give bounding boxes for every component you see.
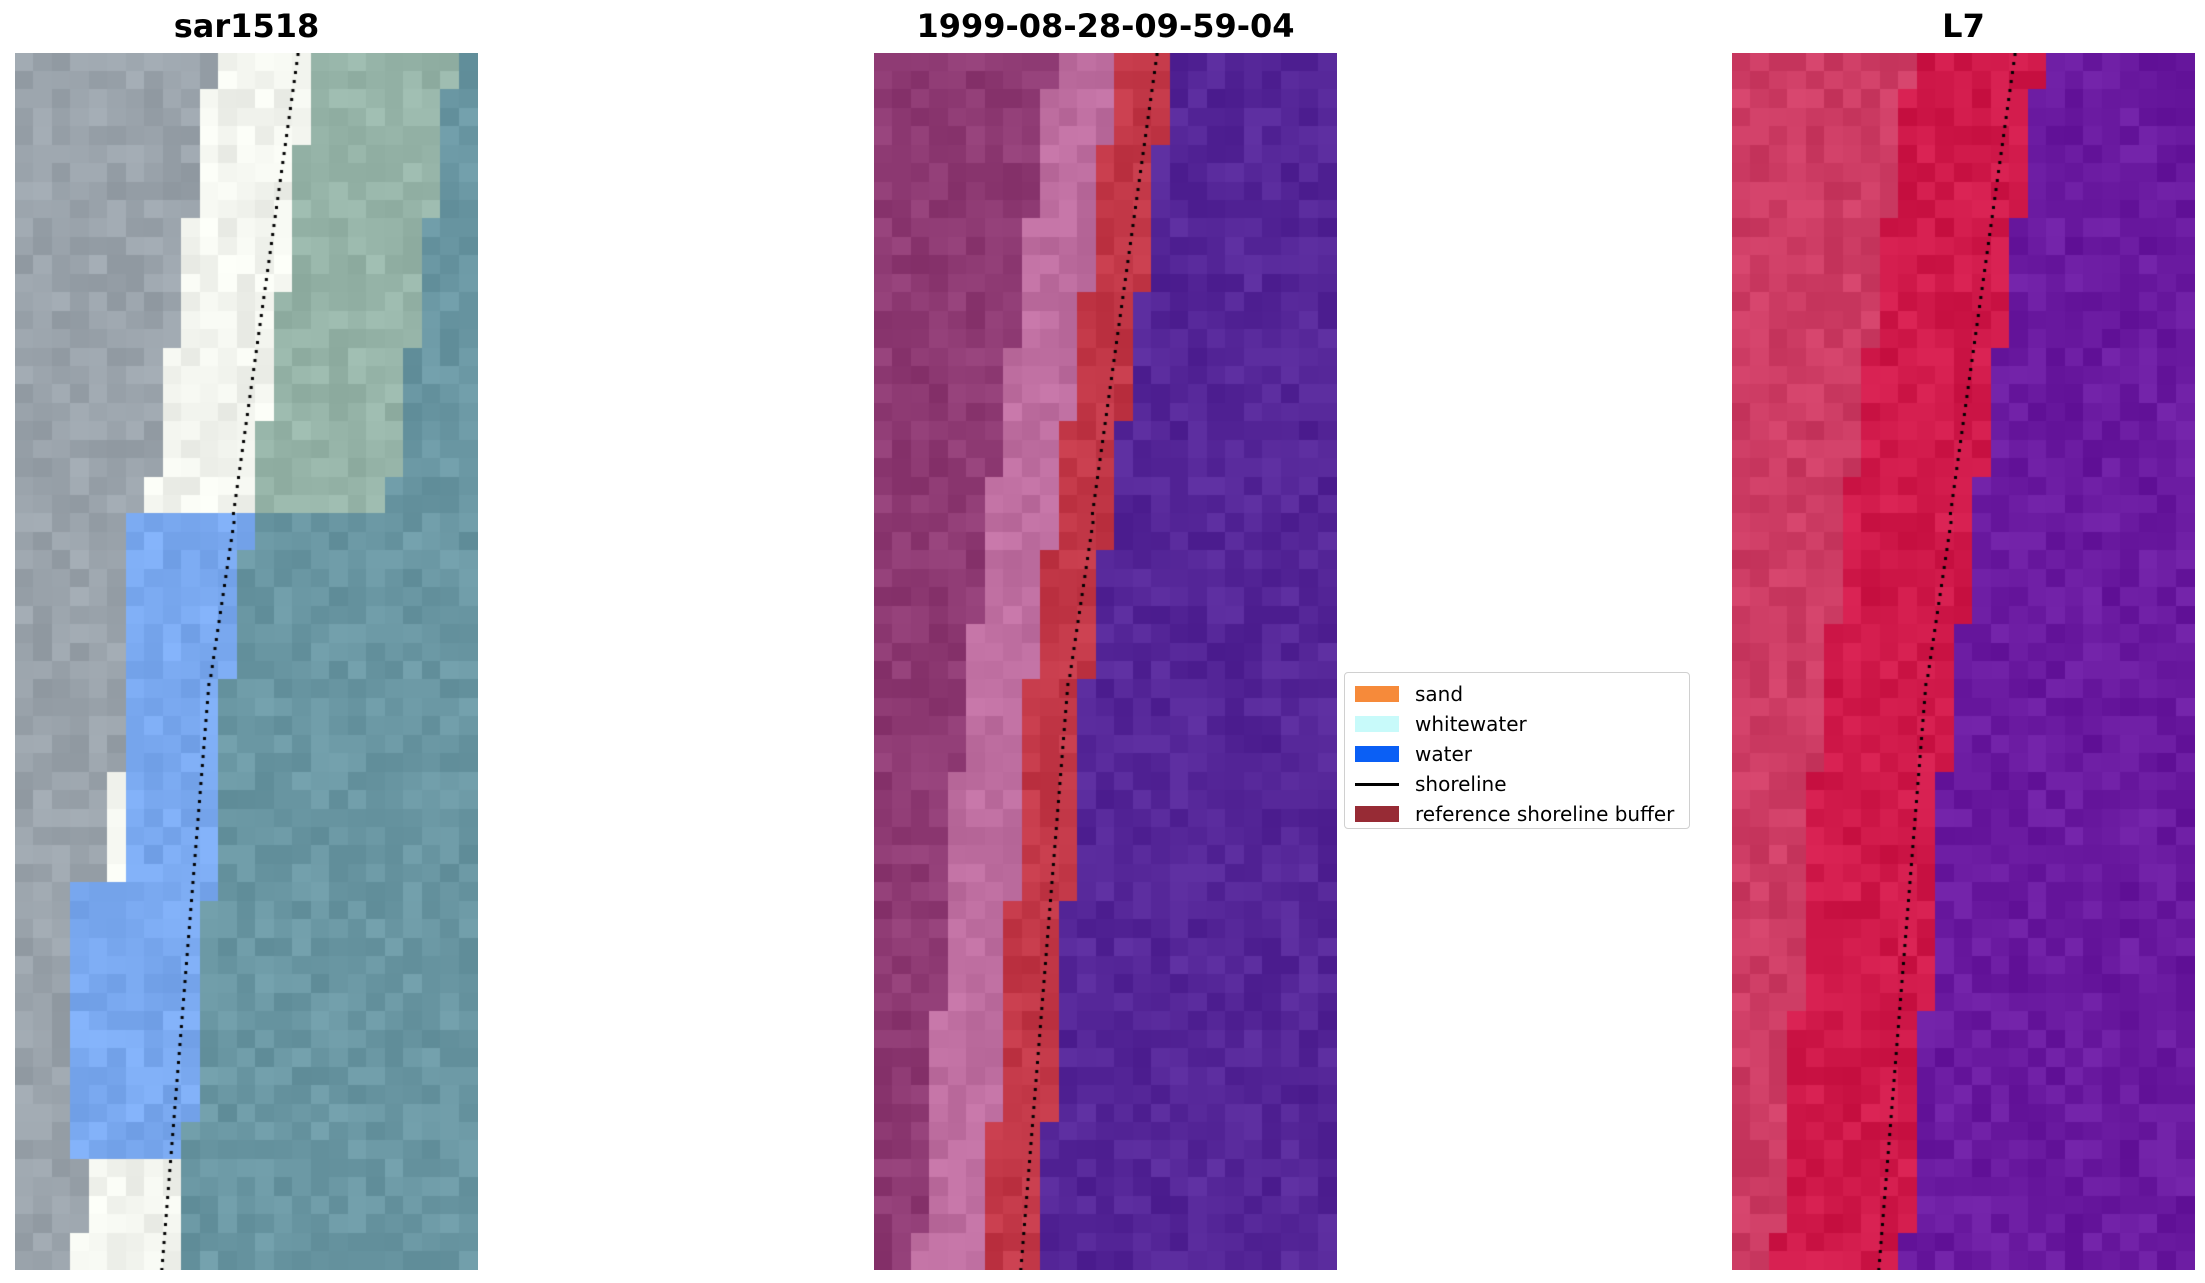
legend-label: whitewater: [1415, 712, 1527, 736]
index-image: [1732, 53, 2195, 1270]
legend-label: sand: [1415, 682, 1464, 706]
classified-image: [874, 53, 1337, 1270]
panel-title-index: L7: [1942, 7, 1985, 45]
index-image-canvas: [1732, 53, 2195, 1270]
water-swatch: [1355, 746, 1399, 762]
whitewater-swatch: [1355, 716, 1399, 732]
shoreline-line-swatch: [1355, 782, 1399, 786]
legend-item-whitewater: whitewater: [1355, 709, 1679, 739]
classified-image-canvas: [874, 53, 1337, 1270]
legend-item-water: water: [1355, 739, 1679, 769]
legend-item-shoreline: shoreline: [1355, 769, 1679, 799]
panel-title-date: 1999-08-28-09-59-04: [916, 7, 1295, 45]
legend-label: reference shoreline buffer: [1415, 802, 1675, 826]
legend-item-reference-buffer: reference shoreline buffer: [1355, 799, 1679, 829]
legend: sand whitewater water shoreline referenc…: [1344, 672, 1690, 829]
sand-swatch: [1355, 686, 1399, 702]
legend-label: water: [1415, 742, 1472, 766]
panel-title-rgb: sar1518: [173, 7, 320, 45]
rgb-image-canvas: [15, 53, 478, 1270]
reference-buffer-swatch: [1355, 806, 1399, 822]
legend-item-sand: sand: [1355, 679, 1679, 709]
legend-label: shoreline: [1415, 772, 1507, 796]
rgb-satellite-image: [15, 53, 478, 1270]
